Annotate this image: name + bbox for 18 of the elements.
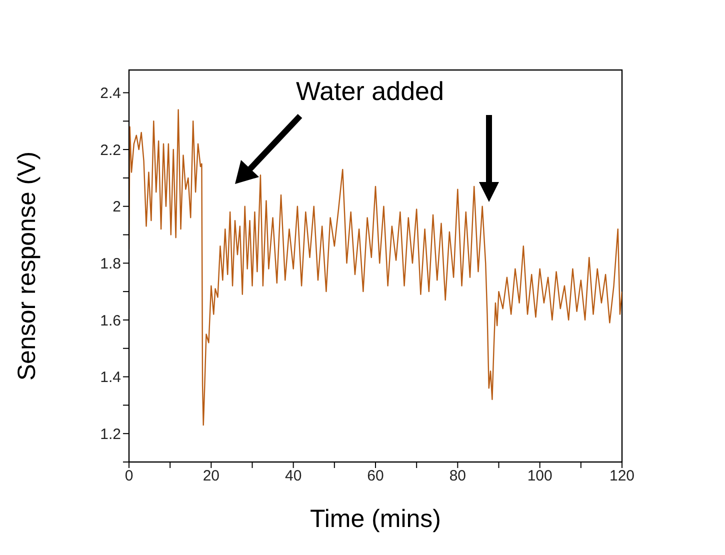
- x-tick-label: 80: [449, 468, 466, 485]
- y-axis-title: Sensor response (V): [12, 151, 41, 381]
- x-tick-label: 0: [124, 468, 134, 485]
- annotation: Water added: [296, 76, 444, 106]
- x-axis-title: Time (mins): [310, 505, 442, 533]
- y-tick-label: 1.6: [100, 312, 121, 330]
- y-tick-label: 1.2: [100, 426, 121, 443]
- x-tick-label: 120: [609, 468, 635, 485]
- y-tick-label: 2.4: [100, 85, 121, 102]
- x-tick-label: 60: [367, 468, 384, 485]
- y-tick-label: 2: [112, 198, 121, 216]
- y-tick-label: 1.4: [100, 369, 121, 386]
- y-tick-label: 1.8: [100, 255, 121, 272]
- y-tick-label: 2.2: [100, 142, 121, 159]
- x-tick-label: 40: [284, 468, 302, 485]
- x-tick-label: 20: [202, 468, 220, 485]
- x-tick-label: 100: [527, 468, 552, 485]
- line-series: [129, 109, 622, 426]
